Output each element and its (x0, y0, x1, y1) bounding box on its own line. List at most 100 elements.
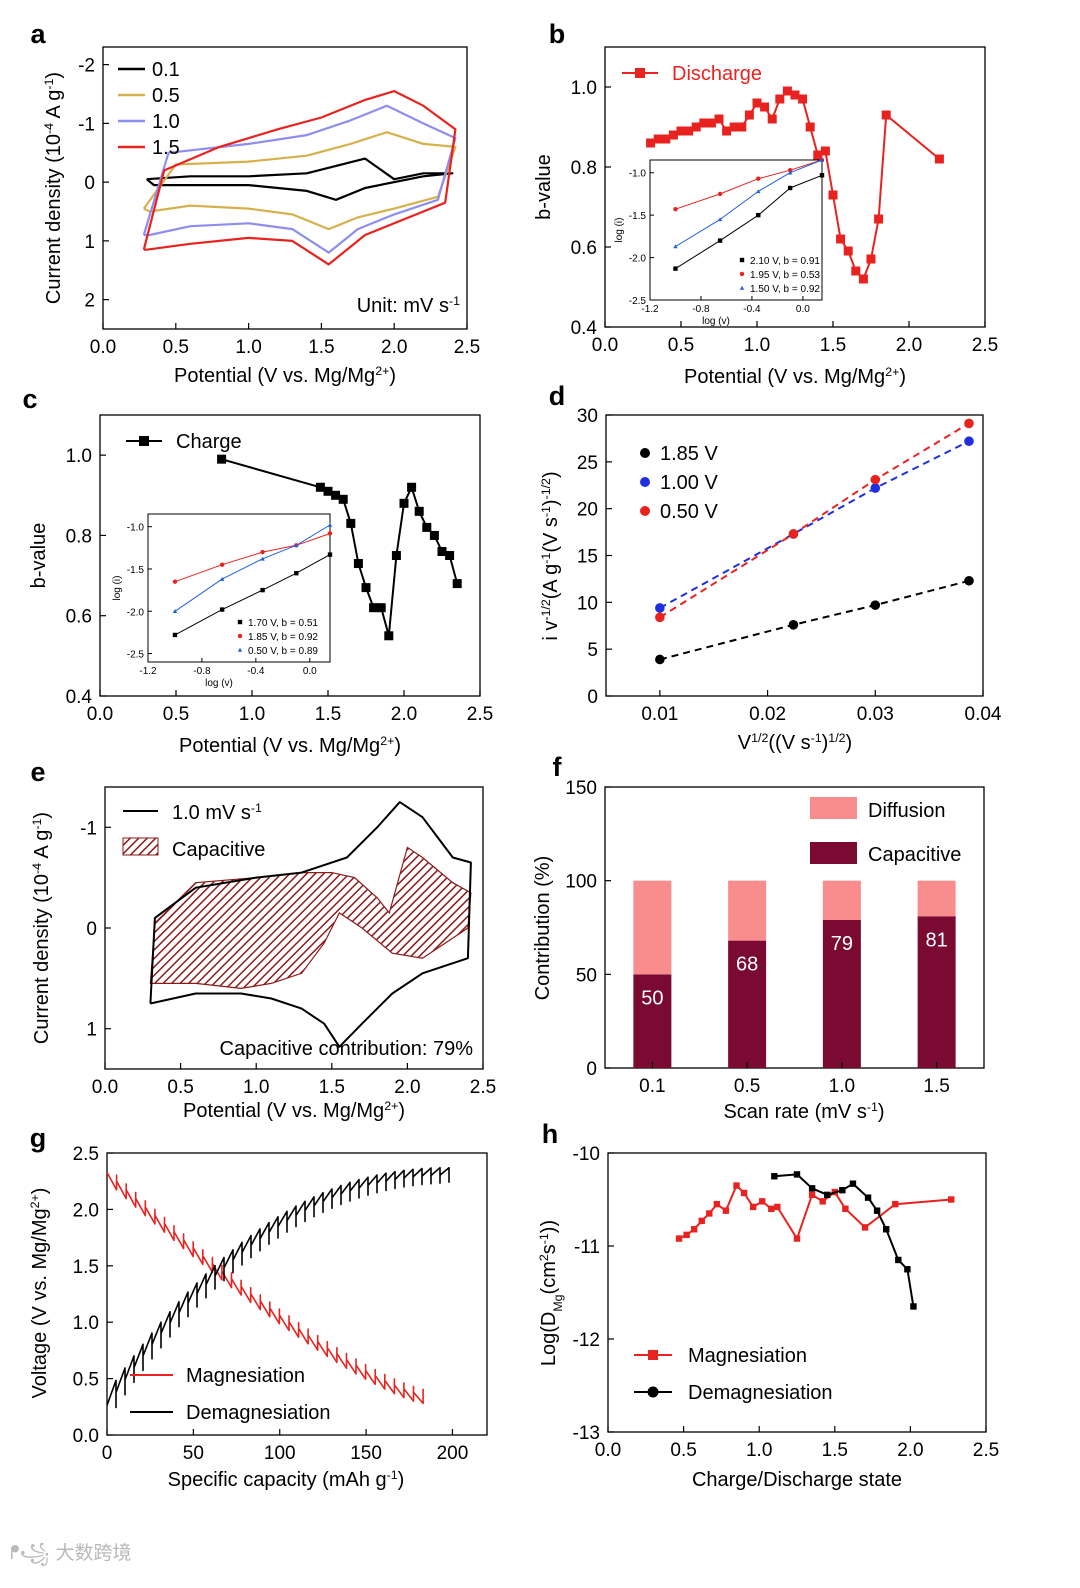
panel-c-marker (323, 486, 333, 496)
watermark: ᖰ꧁ 大数跨境 (10, 1538, 132, 1577)
panel-a-legend-label: 0.5 (152, 85, 180, 107)
panel-f-xlabel: Scan rate (mV s-1) (723, 1100, 884, 1123)
panel-g-ytick-label: 2.5 (73, 1144, 99, 1165)
panel-d-marker (655, 603, 665, 613)
panel-b-ytick-label: 1.0 (571, 78, 597, 99)
panel-a-legend-label: 1.5 (152, 137, 180, 159)
panel-e-xtick-label: 0.5 (167, 1077, 193, 1098)
panel-h-marker (740, 1189, 748, 1197)
panel-c-marker (422, 522, 432, 532)
panel-b-marker (699, 118, 709, 128)
panel-a-ytick-label: -2 (78, 56, 95, 77)
panel-h-xtick-label: 1.5 (822, 1440, 848, 1461)
panel-h-marker (892, 1200, 899, 1208)
panel-c-inset-legend-label: 1.70 V, b = 0.51 (248, 618, 318, 629)
panel-c-inset-xtick-label: -0.4 (247, 666, 265, 677)
panel-a-ylabel: Current density (10-4 A g-1) (42, 72, 65, 304)
panel-b-marker (676, 126, 686, 136)
panel-c-inset-marker (172, 609, 178, 614)
panel-d-ytick-label: 15 (577, 547, 598, 568)
panel-h-marker (819, 1198, 826, 1205)
panel-h-marker (793, 1171, 801, 1178)
panel-f-data-label: 50 (641, 987, 663, 1009)
panel-b-marker (820, 146, 830, 156)
panel-g-ylabel: Voltage (V vs. Mg/Mg2+) (28, 1188, 51, 1399)
panel-b-inset-ylabel: log (i) (614, 217, 625, 242)
panel-b-marker (737, 122, 747, 132)
panel-b-marker (851, 266, 861, 276)
panel-c-inset-marker (260, 556, 265, 561)
panel-d-marker (870, 483, 881, 493)
panel-d-xlabel: V1/2((V s-1)1/2) (738, 731, 852, 754)
panel-d-marker (870, 474, 881, 485)
panel-b-marker (729, 122, 739, 132)
panel-h-xtick-label: 2.0 (897, 1440, 923, 1461)
panel-d-marker (655, 654, 665, 665)
panel-e-ylabel: Current density (10-4 A g-1) (30, 812, 53, 1044)
panel-d-marker (964, 575, 974, 586)
panel-c-marker (437, 546, 447, 556)
panel-b-inset-legend-label: 1.50 V, b = 0.92 (750, 284, 820, 295)
panel-b-marker (866, 254, 876, 264)
panel-c-ytick-label: 0.6 (66, 607, 92, 628)
panel-c-marker (429, 530, 439, 540)
panel-b-inset-ytick-label: -2.5 (629, 296, 647, 307)
panel-h-ytick-label: -11 (574, 1237, 600, 1258)
panel-h-marker (849, 1180, 857, 1187)
panel-b-marker (653, 134, 663, 144)
panel-b-marker (722, 126, 732, 136)
panel-h-ytick-label: -13 (573, 1423, 600, 1444)
panel-f-bar-diffusion (633, 880, 672, 975)
panel-b-inset-ytick-label: -1.5 (629, 211, 647, 222)
panel-f-ytick-label: 0 (586, 1059, 597, 1080)
panel-c-inset-ytick-label: -2.0 (127, 607, 145, 618)
panel-g-xtick-label: 0 (102, 1443, 113, 1464)
panel-c-marker (414, 506, 424, 516)
panel-f-bar-capacitive (728, 940, 767, 1068)
panel-e-xtick-label: 2.0 (394, 1077, 420, 1098)
panel-b-inset-marker (673, 266, 678, 271)
panel-d-fit-line (659, 579, 970, 661)
panel-h-legend-marker (648, 1350, 658, 1360)
panel-d-xtick-label: 0.02 (749, 704, 786, 725)
panel-b-inset-legend-marker (739, 285, 745, 290)
panel-b-inset-marker (717, 191, 723, 197)
panel-h-marker (824, 1191, 831, 1199)
panel-d-ylabel: i v-1/2(A g-1(V s-1)-1/2) (539, 471, 562, 640)
panel-label-d: d (549, 381, 566, 411)
panel-c-inset-legend-marker (237, 619, 243, 625)
panel-f-bar-diffusion (917, 880, 956, 917)
panel-g-ytick-label: 1.5 (73, 1257, 99, 1278)
panel-f-bar-capacitive (917, 916, 956, 1068)
panel-a-ytick-label: 2 (84, 291, 95, 312)
panel-c-inset-xtick-label: -0.8 (193, 666, 211, 677)
panel-c-marker (331, 490, 341, 500)
panel-label-e: e (30, 757, 45, 787)
panel-d-xtick-label: 0.03 (857, 704, 894, 725)
panel-b-marker (843, 246, 853, 256)
panel-g-ytick-label: 0.5 (73, 1370, 99, 1391)
panel-b-inset-xtick-label: -0.4 (743, 304, 761, 315)
panel-b-marker (760, 102, 770, 112)
panel-b-marker (790, 90, 800, 100)
panel-a-ytick-label: -1 (78, 114, 95, 135)
panel-h-marker (948, 1196, 955, 1203)
panel-b-ytick-label: 0.6 (571, 238, 597, 259)
panel-b-marker (668, 130, 678, 140)
panel-e-xtick-label: 1.5 (319, 1077, 345, 1098)
panel-a-xtick-label: 2.5 (454, 337, 480, 358)
panel-h-marker (873, 1207, 881, 1214)
panel-f-bar-diffusion (822, 880, 861, 921)
panel-h-marker (749, 1203, 757, 1211)
panel-a-xtick-label: 2.0 (381, 337, 407, 358)
panel-c-inset-legend-label: 1.85 V, b = 0.92 (248, 632, 318, 643)
panel-d-xtick-label: 0.04 (965, 704, 1002, 725)
panel-b-marker (798, 94, 808, 104)
panel-b-marker (767, 114, 777, 124)
panel-h-ytick-label: -10 (573, 1144, 600, 1165)
panel-f-ytick-label: 150 (565, 778, 597, 799)
panel-g-xlabel: Specific capacity (mAh g-1) (168, 1468, 405, 1491)
panel-f-xtick-label: 1.5 (923, 1076, 949, 1097)
panel-b-marker (691, 122, 701, 132)
